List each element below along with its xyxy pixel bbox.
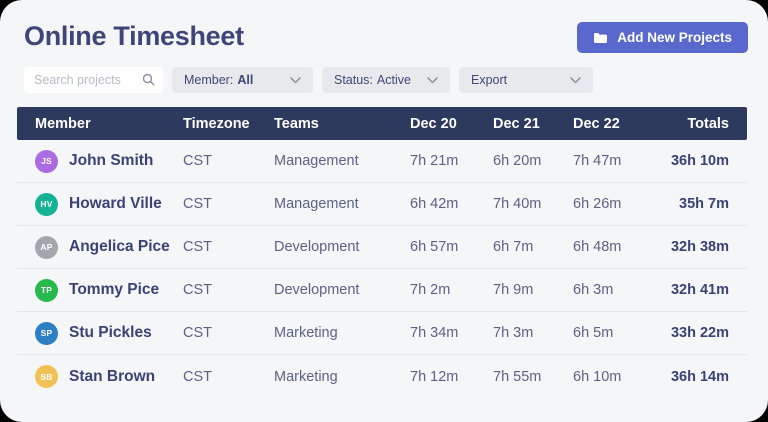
column-header-dec21: Dec 21 xyxy=(493,115,540,132)
column-header-totals: Totals xyxy=(687,115,729,132)
timezone-cell: CST xyxy=(183,282,212,298)
table-row: SP Stu Pickles CST Marketing 7h 34m 7h 3… xyxy=(17,312,747,355)
team-cell: Development xyxy=(274,239,360,255)
export-dropdown[interactable]: Export xyxy=(459,67,593,93)
timezone-cell: CST xyxy=(183,196,212,212)
totals-cell: 33h 22m xyxy=(670,325,729,341)
timezone-cell: CST xyxy=(183,239,212,255)
dec21-cell: 7h 55m xyxy=(493,368,542,385)
page-title: Online Timesheet xyxy=(24,21,244,51)
table-row: TP Tommy Pice CST Development 7h 2m 7h 9… xyxy=(17,269,747,312)
export-label: Export xyxy=(471,73,508,87)
table-body: JS John Smith CST Management 7h 21m 6h 2… xyxy=(17,140,747,398)
status-filter-value: Active xyxy=(376,73,411,87)
team-cell: Marketing xyxy=(274,368,338,385)
dec22-cell: 6h 10m xyxy=(573,368,622,385)
totals-cell: 36h 14m xyxy=(670,368,729,385)
avatar: AP xyxy=(35,235,58,259)
avatar: JS xyxy=(35,149,58,173)
totals-cell: 35h 7m xyxy=(679,196,729,212)
chevron-down-icon xyxy=(290,76,301,84)
member-name: John Smith xyxy=(69,152,154,169)
dec22-cell: 7h 47m xyxy=(573,153,622,169)
top-bar: Online Timesheet Add New Projects xyxy=(0,0,768,53)
totals-cell: 32h 38m xyxy=(670,239,729,255)
dec22-cell: 6h 48m xyxy=(573,239,622,255)
dec20-cell: 7h 2m xyxy=(410,282,451,298)
team-cell: Management xyxy=(274,196,359,212)
avatar: SB xyxy=(35,365,58,388)
member-filter-label: Member: xyxy=(184,73,234,87)
table-row: JS John Smith CST Management 7h 21m 6h 2… xyxy=(17,140,747,183)
totals-cell: 32h 41m xyxy=(670,282,729,298)
dec21-cell: 6h 7m xyxy=(493,239,534,255)
filter-bar: Member: All Status: Active Export xyxy=(0,53,768,93)
table-row: SB Stan Brown CST Marketing 7h 12m 7h 55… xyxy=(17,355,747,398)
avatar: HV xyxy=(35,192,58,216)
team-cell: Development xyxy=(274,282,360,298)
timezone-cell: CST xyxy=(183,153,212,169)
dec20-cell: 7h 12m xyxy=(410,368,459,385)
avatar: TP xyxy=(35,278,58,302)
table-header-row: Member Timezone Teams Dec 20 Dec 21 Dec … xyxy=(17,107,747,140)
dec20-cell: 6h 42m xyxy=(410,196,459,212)
chevron-down-icon xyxy=(427,76,438,84)
table-row: HV Howard Ville CST Management 6h 42m 7h… xyxy=(17,183,747,226)
chevron-down-icon xyxy=(570,76,581,84)
timesheet-table: Member Timezone Teams Dec 20 Dec 21 Dec … xyxy=(17,107,747,398)
dec20-cell: 7h 21m xyxy=(410,153,459,169)
team-cell: Marketing xyxy=(274,325,338,341)
dec21-cell: 6h 20m xyxy=(493,153,542,169)
column-header-dec20: Dec 20 xyxy=(410,115,457,132)
member-name: Angelica Pice xyxy=(69,238,170,255)
status-filter-dropdown[interactable]: Status: Active xyxy=(322,67,450,93)
column-header-teams: Teams xyxy=(274,115,319,132)
member-name: Tommy Pice xyxy=(69,281,160,298)
member-filter-value: All xyxy=(237,73,254,87)
status-filter-label: Status: xyxy=(334,73,373,87)
search-input[interactable] xyxy=(24,67,163,93)
timezone-cell: CST xyxy=(183,325,212,341)
member-name: Stu Pickles xyxy=(69,324,152,341)
column-header-timezone: Timezone xyxy=(183,115,250,132)
dec20-cell: 6h 57m xyxy=(410,239,459,255)
dec22-cell: 6h 3m xyxy=(573,282,614,298)
member-name: Stan Brown xyxy=(69,367,156,385)
dec21-cell: 7h 3m xyxy=(493,325,534,341)
member-filter-dropdown[interactable]: Member: All xyxy=(172,67,313,93)
timezone-cell: CST xyxy=(183,368,212,385)
totals-cell: 36h 10m xyxy=(670,153,729,169)
column-header-member: Member xyxy=(35,115,91,132)
dec21-cell: 7h 40m xyxy=(493,196,542,212)
dec22-cell: 6h 5m xyxy=(573,325,614,341)
search-box xyxy=(24,67,163,93)
add-button-label: Add New Projects xyxy=(617,30,732,45)
team-cell: Management xyxy=(274,153,359,169)
dec20-cell: 7h 34m xyxy=(410,325,459,341)
folder-plus-icon xyxy=(593,32,608,44)
column-header-dec22: Dec 22 xyxy=(573,115,620,132)
add-new-projects-button[interactable]: Add New Projects xyxy=(577,22,748,53)
avatar: SP xyxy=(35,321,58,345)
table-row: AP Angelica Pice CST Development 6h 57m … xyxy=(17,226,747,269)
dec21-cell: 7h 9m xyxy=(493,282,534,298)
member-name: Howard Ville xyxy=(69,195,162,212)
dec22-cell: 6h 26m xyxy=(573,196,622,212)
